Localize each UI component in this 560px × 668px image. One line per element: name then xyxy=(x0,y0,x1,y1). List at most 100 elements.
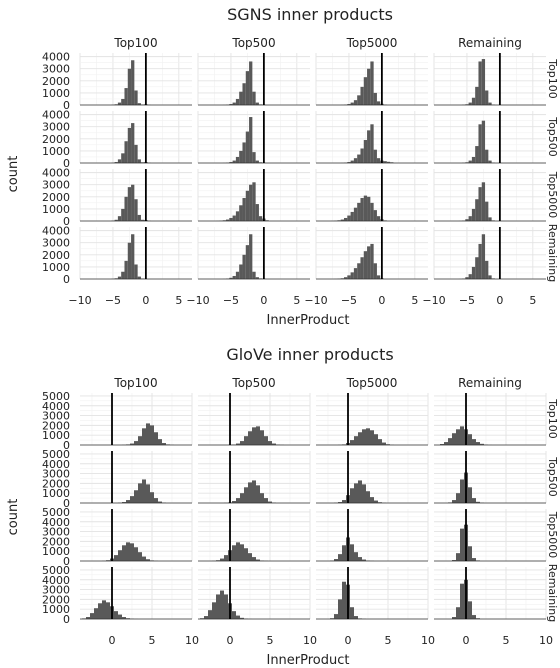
histogram-bar xyxy=(102,600,106,619)
histogram-bar xyxy=(128,69,131,105)
y-tick-label: 4000 xyxy=(42,51,70,64)
histogram-bar xyxy=(124,88,127,105)
x-tick-label: 5 xyxy=(267,634,274,647)
histogram-bar xyxy=(240,441,244,445)
histogram-bar xyxy=(377,158,380,163)
facet-panel xyxy=(434,53,546,105)
histogram-bar xyxy=(158,439,162,445)
y-tick-label: 0 xyxy=(63,273,70,286)
histogram-bar xyxy=(142,479,146,503)
histogram-bar xyxy=(134,490,138,503)
histogram-bar xyxy=(236,157,239,163)
histogram-bar xyxy=(342,582,346,619)
x-tick-label: 0 xyxy=(345,634,352,647)
chart-title: SGNS inner products xyxy=(227,5,393,24)
x-tick-label: 5 xyxy=(385,634,392,647)
histogram-bar xyxy=(150,425,154,445)
facet-col-label: Top5000 xyxy=(346,36,398,50)
histogram-bar xyxy=(246,132,249,163)
histogram-bar xyxy=(367,130,370,163)
y-tick-label: 4000 xyxy=(42,225,70,238)
histogram-bar xyxy=(128,243,131,279)
histogram-bar xyxy=(256,426,260,445)
y-tick-label: 2000 xyxy=(42,75,70,88)
histogram-bar xyxy=(244,487,248,503)
histogram-bar xyxy=(121,209,124,221)
y-tick-label: 5000 xyxy=(42,564,70,577)
histogram-bar xyxy=(248,431,252,445)
histogram-bar xyxy=(236,211,239,221)
histogram-bar xyxy=(482,234,485,279)
histogram-bar xyxy=(374,434,378,445)
histogram-bar xyxy=(472,558,476,561)
histogram-bar xyxy=(131,123,134,163)
histogram-bar xyxy=(124,141,127,163)
histogram-bar xyxy=(260,493,264,503)
histogram-bar xyxy=(248,482,252,503)
facet-col-label: Remaining xyxy=(458,376,522,390)
histogram-bar xyxy=(138,552,142,561)
histogram-bar xyxy=(351,212,354,221)
histogram-bar xyxy=(370,430,374,445)
facet-row-label: Top100 xyxy=(546,398,559,439)
x-tick-label: −5 xyxy=(459,294,475,307)
histogram-bar xyxy=(364,251,367,279)
histogram-bar xyxy=(377,216,380,221)
histogram-bar xyxy=(134,90,137,105)
histogram-bar xyxy=(118,615,122,619)
histogram-bar xyxy=(128,187,131,221)
histogram-bar xyxy=(360,148,363,163)
histogram-bar xyxy=(460,584,464,619)
histogram-bar xyxy=(358,480,362,503)
histogram-bar xyxy=(374,263,377,279)
histogram-bar xyxy=(469,216,472,221)
histogram-bar xyxy=(358,557,362,561)
histogram-bar xyxy=(259,216,262,221)
histogram-bar xyxy=(350,488,354,503)
histogram-bar xyxy=(475,199,478,221)
histogram-bar xyxy=(114,611,118,619)
histogram-bar xyxy=(146,484,150,503)
histogram-bar xyxy=(456,553,460,561)
histogram-bar xyxy=(364,140,367,163)
histogram-bar xyxy=(342,545,346,561)
x-tick-label: 5 xyxy=(503,634,510,647)
histogram-bar xyxy=(360,257,363,279)
histogram-bar xyxy=(350,544,354,561)
histogram-bar xyxy=(366,491,370,503)
y-tick-label: 4000 xyxy=(42,109,70,122)
histogram-bar xyxy=(351,272,354,279)
x-tick-label: 0 xyxy=(109,634,116,647)
facet-row-label: Top5000 xyxy=(546,171,559,219)
histogram-bar xyxy=(121,272,124,279)
histogram-bar xyxy=(224,594,228,619)
histogram-bar xyxy=(478,187,481,221)
glove-histogram-grid: GloVe inner products InnerProduct count … xyxy=(6,345,559,668)
y-tick-label: 3000 xyxy=(42,179,70,192)
histogram-bar xyxy=(118,216,121,221)
histogram-bar xyxy=(482,59,485,105)
histogram-bar xyxy=(150,492,154,503)
histogram-bar xyxy=(98,603,102,619)
histogram-bar xyxy=(138,215,141,221)
histogram-bar xyxy=(377,101,380,105)
histogram-bar xyxy=(357,95,360,105)
histogram-bar xyxy=(142,557,146,561)
histogram-bar xyxy=(460,426,464,445)
x-tick-label: 0 xyxy=(227,634,234,647)
histogram-bar xyxy=(252,272,255,279)
histogram-bar xyxy=(204,616,208,619)
x-tick-label: 5 xyxy=(411,294,418,307)
histogram-bar xyxy=(252,480,256,503)
x-tick-label: 5 xyxy=(175,294,182,307)
histogram-bar xyxy=(90,613,94,619)
histogram-bar xyxy=(121,99,124,105)
histogram-bar xyxy=(347,275,350,279)
histogram-bar xyxy=(142,428,146,445)
histogram-bar xyxy=(357,263,360,279)
histogram-bar xyxy=(249,234,252,279)
histogram-bar xyxy=(131,185,134,221)
x-tick-label: 5 xyxy=(293,294,300,307)
histogram-bar xyxy=(121,153,124,163)
histogram-bar xyxy=(260,430,264,445)
